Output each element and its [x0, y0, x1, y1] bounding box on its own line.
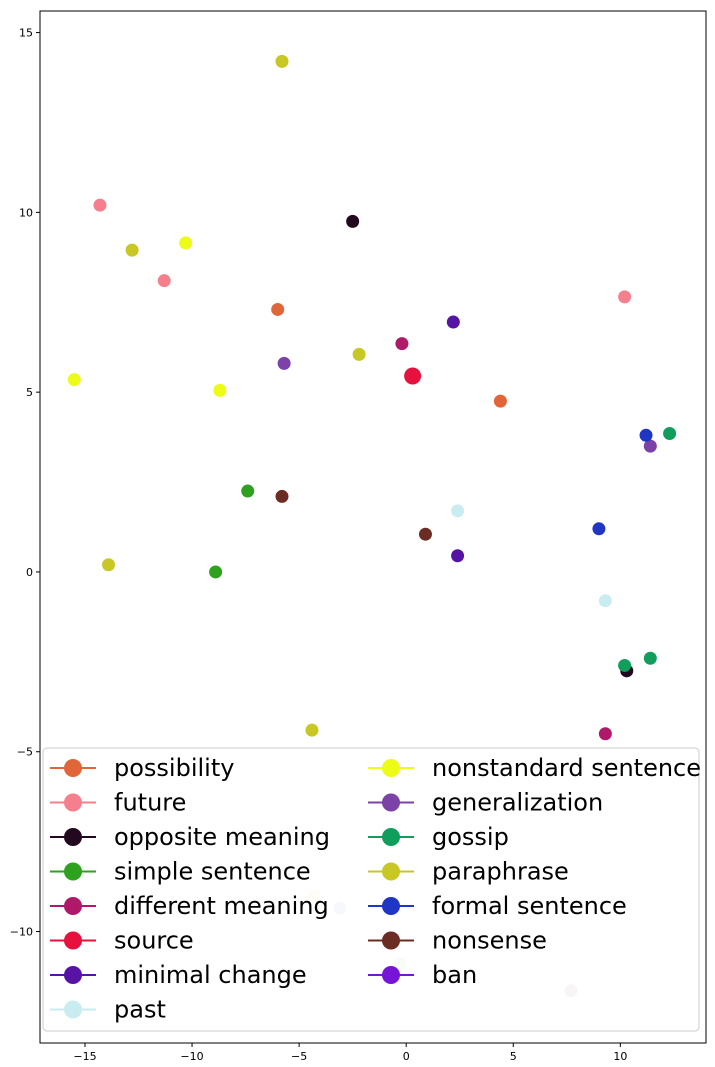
legend-marker-different-meaning: [64, 897, 82, 915]
point-gossip: [618, 658, 632, 672]
legend-marker-minimal-change: [64, 966, 82, 984]
point-possibility: [271, 302, 285, 316]
point-past: [598, 594, 612, 608]
y-tick-label: 5: [26, 386, 33, 399]
point-minimal-change: [451, 549, 465, 563]
legend-label-nonstandard-sentence: nonstandard sentence: [432, 754, 701, 782]
legend-marker-formal-sentence: [382, 897, 400, 915]
point-past: [451, 504, 465, 518]
legend-label-gossip: gossip: [432, 823, 509, 851]
point-generalization: [277, 356, 291, 370]
point-gossip: [663, 427, 677, 441]
legend-label-different-meaning: different meaning: [114, 892, 329, 920]
point-gossip: [643, 651, 657, 665]
legend-label-formal-sentence: formal sentence: [432, 892, 627, 920]
legend-label-source: source: [114, 927, 194, 955]
point-future: [618, 290, 632, 304]
point-different-meaning: [395, 337, 409, 351]
legend-marker-opposite-meaning: [64, 828, 82, 846]
legend-label-nonsense: nonsense: [432, 927, 547, 955]
legend-label-ban: ban: [432, 961, 477, 989]
legend-label-future: future: [114, 789, 186, 817]
legend-box: [42, 747, 700, 1032]
point-paraphrase: [102, 558, 116, 572]
legend-label-possibility: possibility: [114, 754, 234, 782]
y-tick-label: −10: [10, 926, 33, 939]
x-tick-label: 5: [510, 1050, 517, 1063]
legend-marker-future: [64, 793, 82, 812]
x-tick-label: −10: [180, 1050, 203, 1063]
point-paraphrase: [305, 723, 319, 737]
legend: possibility future opposite meaning simple …: [42, 747, 701, 1032]
legend-marker-gossip: [382, 828, 400, 846]
legend-marker-paraphrase: [382, 862, 400, 881]
legend-label-past: past: [114, 996, 166, 1024]
legend-marker-source: [64, 931, 82, 950]
legend-marker-nonsense: [382, 931, 400, 950]
point-simple-sentence: [241, 484, 255, 498]
point-formal-sentence: [639, 428, 653, 442]
point-future: [93, 198, 107, 212]
point-possibility: [493, 394, 507, 408]
y-tick-label: 10: [19, 206, 33, 219]
x-tick-label: 10: [613, 1050, 627, 1063]
y-tick-label: −5: [17, 746, 33, 759]
y-axis: −10 −5 0 5 10 15: [10, 27, 40, 939]
point-minimal-change: [446, 315, 460, 329]
point-opposite-meaning: [346, 214, 360, 228]
point-nonstandard-sentence: [213, 383, 227, 397]
point-nonsense: [275, 489, 289, 503]
legend-marker-generalization: [382, 793, 400, 812]
x-tick-label: 0: [403, 1050, 410, 1063]
point-paraphrase: [125, 243, 139, 257]
point-source: [404, 367, 422, 385]
point-nonstandard-sentence: [179, 236, 193, 250]
point-future: [157, 274, 171, 288]
point-nonstandard-sentence: [67, 373, 81, 387]
legend-label-simple-sentence: simple sentence: [114, 858, 311, 886]
y-tick-label: 0: [26, 566, 33, 579]
legend-marker-possibility: [64, 759, 82, 777]
x-tick-label: −5: [291, 1050, 307, 1063]
y-tick-label: 15: [19, 27, 33, 40]
point-generalization: [643, 439, 657, 453]
point-paraphrase: [275, 54, 289, 68]
legend-label-minimal-change: minimal change: [114, 961, 307, 989]
point-formal-sentence: [592, 522, 606, 536]
point-nonsense: [418, 527, 432, 541]
legend-label-paraphrase: paraphrase: [432, 858, 569, 886]
legend-label-opposite-meaning: opposite meaning: [114, 823, 330, 851]
x-tick-label: −15: [73, 1050, 96, 1063]
point-paraphrase: [352, 347, 366, 361]
legend-label-generalization: generalization: [432, 789, 603, 817]
legend-marker-simple-sentence: [64, 862, 82, 881]
x-axis: −15 −10 −5 0 5 10: [73, 1043, 627, 1063]
point-different-meaning: [598, 727, 612, 741]
point-simple-sentence: [209, 565, 223, 579]
legend-marker-ban: [382, 966, 400, 984]
legend-marker-past: [64, 1000, 82, 1019]
legend-marker-nonstandard-sentence: [382, 759, 400, 777]
